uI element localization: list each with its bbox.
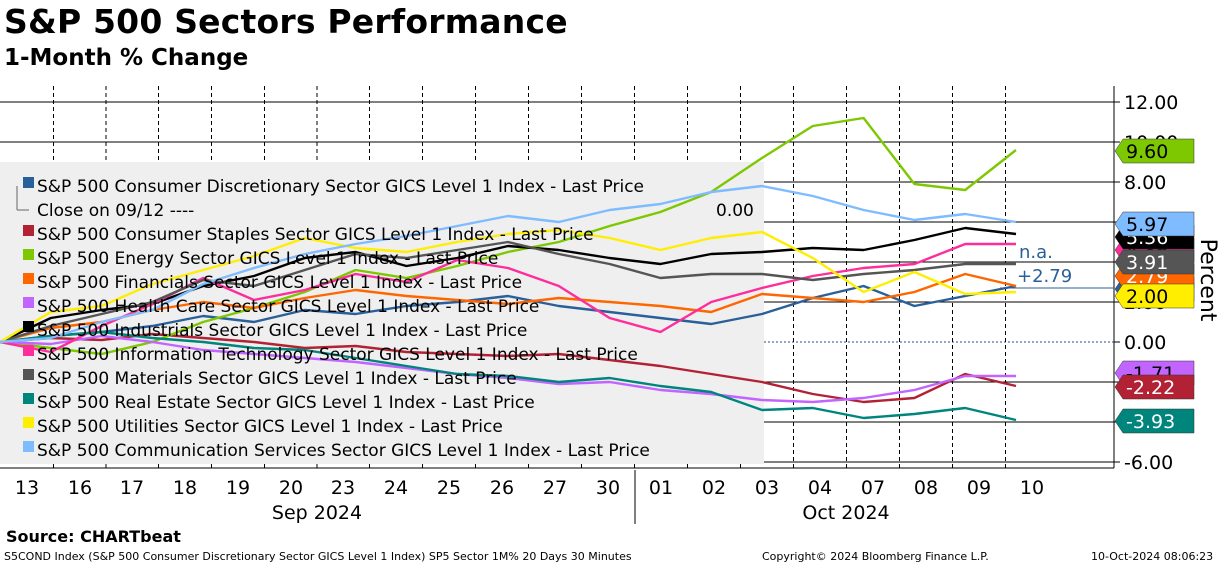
- x-tick-label: 09: [967, 477, 991, 499]
- legend-label: S&P 500 Consumer Staples Sector GICS Lev…: [37, 225, 594, 245]
- x-tick-label: 04: [808, 477, 832, 499]
- y-tick-label: 12.00: [1124, 92, 1178, 114]
- legend-swatch: [23, 273, 34, 284]
- change-annotation: +2.79: [1017, 266, 1072, 287]
- x-tick-label: 03: [755, 477, 779, 499]
- value-tag-label: 9.60: [1126, 141, 1168, 163]
- legend-label: S&P 500 Energy Sector GICS Level 1 Index…: [37, 249, 498, 269]
- x-tick-label: 27: [543, 477, 567, 499]
- legend-label: S&P 500 Real Estate Sector GICS Level 1 …: [37, 393, 535, 413]
- series-line: [0, 240, 1016, 344]
- legend-swatch: [23, 369, 34, 380]
- value-tag-label: 3.91: [1126, 252, 1168, 274]
- series-line: [0, 330, 1017, 422]
- chart-title: S&P 500 Sectors Performance: [4, 2, 568, 41]
- x-tick-label: 16: [68, 477, 92, 499]
- value-tag: [1114, 374, 1195, 400]
- month-label: Sep 2024: [272, 502, 362, 524]
- x-tick-label: 25: [437, 477, 461, 499]
- legend-swatch: [23, 345, 34, 356]
- series-line: [0, 334, 1016, 404]
- value-tag-label: -2.22: [1126, 377, 1175, 399]
- source-label: Source: CHARTbeat: [6, 527, 181, 546]
- series-line: [0, 184, 1017, 344]
- x-tick-label: 19: [226, 477, 250, 499]
- na-annotation: n.a.: [1019, 242, 1053, 263]
- legend-label: S&P 500 Consumer Discretionary Sector GI…: [37, 177, 644, 197]
- series-line: [0, 272, 1017, 344]
- x-tick-label: 20: [279, 477, 303, 499]
- legend-swatch: [23, 441, 34, 452]
- series-line: [0, 284, 1017, 344]
- timestamp: 10-Oct-2024 08:06:23: [1091, 550, 1214, 563]
- close-reference-label: Close on 09/12 ----: [37, 201, 194, 221]
- y-tick-label: -6.00: [1124, 452, 1173, 474]
- value-tag-label: -3.93: [1126, 411, 1175, 433]
- value-tag: [1114, 249, 1195, 275]
- legend-swatch: [23, 321, 34, 332]
- legend-label: S&P 500 Industrials Sector GICS Level 1 …: [37, 321, 527, 341]
- x-tick-label: 08: [914, 477, 938, 499]
- legend-label: S&P 500 Health Care Sector GICS Level 1 …: [37, 297, 539, 317]
- month-label: Oct 2024: [802, 502, 889, 524]
- x-tick-label: 24: [384, 477, 408, 499]
- x-tick-label: 07: [861, 477, 885, 499]
- series-line: [0, 228, 1017, 344]
- x-tick-label: 17: [120, 477, 144, 499]
- legend-swatch: [23, 297, 34, 308]
- x-tick-label: 18: [173, 477, 197, 499]
- legend-box: [0, 162, 764, 464]
- y-tick-label: 8.00: [1124, 172, 1166, 194]
- x-tick-label: 13: [15, 477, 39, 499]
- legend-label: S&P 500 Information Technology Sector GI…: [37, 345, 638, 365]
- x-tick-label: 30: [596, 477, 620, 499]
- value-tag: [1114, 211, 1195, 237]
- value-tag-label: 5.97: [1126, 214, 1168, 236]
- legend-swatch: [23, 225, 34, 236]
- y-tick-label: 0.00: [1124, 332, 1166, 354]
- legend-swatch: [23, 393, 34, 404]
- value-tag: [1114, 283, 1195, 309]
- legend-swatch: [23, 417, 34, 428]
- legend-label: S&P 500 Communication Services Sector GI…: [37, 441, 650, 461]
- legend-label: S&P 500 Materials Sector GICS Level 1 In…: [37, 369, 517, 389]
- series-line: [0, 116, 1017, 356]
- x-tick-label: 26: [490, 477, 514, 499]
- index-description: S5COND Index (S&P 500 Consumer Discretio…: [4, 550, 632, 563]
- chart-subtitle: 1-Month % Change: [4, 45, 249, 71]
- legend-swatch: [23, 249, 34, 260]
- x-tick-label: 02: [702, 477, 726, 499]
- x-tick-label: 23: [331, 477, 355, 499]
- legend-label: S&P 500 Financials Sector GICS Level 1 I…: [37, 273, 522, 293]
- value-tag-label: 2.00: [1126, 286, 1168, 308]
- y-axis-title: Percent: [1195, 239, 1220, 322]
- value-tag: [1114, 138, 1195, 164]
- legend-label: S&P 500 Utilities Sector GICS Level 1 In…: [37, 417, 503, 437]
- series-line: [0, 226, 1017, 344]
- close-reference-value: 0.00: [716, 201, 754, 221]
- copyright: Copyright© 2024 Bloomberg Finance L.P.: [762, 550, 989, 563]
- legend-swatch: [23, 177, 34, 188]
- value-tag: [1114, 408, 1195, 434]
- x-tick-label: 01: [649, 477, 673, 499]
- x-tick-label: 10: [1020, 477, 1044, 499]
